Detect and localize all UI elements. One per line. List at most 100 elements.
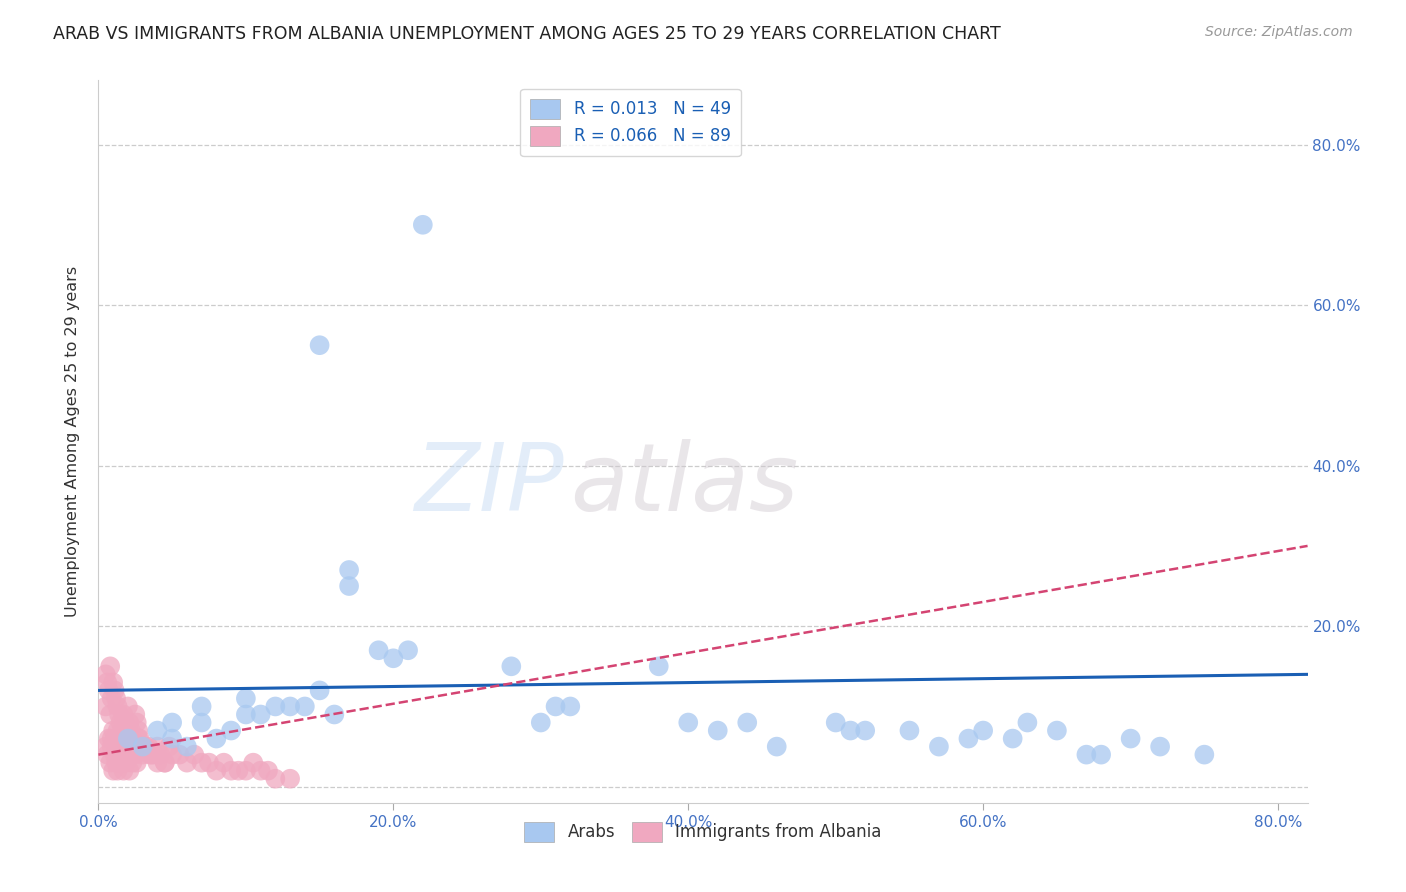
- Point: [127, 723, 149, 738]
- Point: [560, 699, 582, 714]
- Point: [139, 747, 162, 762]
- Point: [94, 699, 117, 714]
- Point: [117, 731, 139, 746]
- Point: [110, 715, 132, 730]
- Point: [160, 731, 183, 746]
- Point: [107, 723, 129, 738]
- Point: [839, 723, 862, 738]
- Point: [1090, 747, 1112, 762]
- Point: [94, 739, 117, 754]
- Point: [114, 715, 136, 730]
- Point: [190, 699, 212, 714]
- Point: [183, 747, 205, 762]
- Text: ARAB VS IMMIGRANTS FROM ALBANIA UNEMPLOYMENT AMONG AGES 25 TO 29 YEARS CORRELATI: ARAB VS IMMIGRANTS FROM ALBANIA UNEMPLOY…: [53, 25, 1001, 43]
- Point: [235, 691, 257, 706]
- Point: [117, 739, 139, 754]
- Point: [117, 731, 139, 746]
- Point: [308, 338, 330, 352]
- Point: [97, 731, 120, 746]
- Point: [101, 675, 124, 690]
- Text: ZIP: ZIP: [415, 440, 564, 531]
- Point: [98, 659, 121, 673]
- Point: [110, 739, 132, 754]
- Point: [105, 756, 128, 770]
- Point: [228, 764, 250, 778]
- Point: [1149, 739, 1171, 754]
- Point: [101, 764, 124, 778]
- Text: atlas: atlas: [569, 440, 799, 531]
- Point: [135, 739, 157, 754]
- Point: [1017, 715, 1039, 730]
- Point: [131, 739, 153, 754]
- Point: [1046, 723, 1069, 738]
- Point: [124, 707, 146, 722]
- Point: [235, 707, 257, 722]
- Point: [853, 723, 876, 738]
- Point: [118, 764, 141, 778]
- Point: [735, 715, 758, 730]
- Point: [1119, 731, 1142, 746]
- Point: [235, 764, 257, 778]
- Point: [124, 747, 146, 762]
- Point: [127, 731, 149, 746]
- Point: [278, 772, 301, 786]
- Point: [122, 739, 145, 754]
- Point: [98, 756, 121, 770]
- Point: [153, 756, 176, 770]
- Point: [337, 563, 360, 577]
- Point: [242, 756, 264, 770]
- Point: [107, 699, 129, 714]
- Point: [104, 683, 127, 698]
- Point: [257, 764, 280, 778]
- Point: [501, 659, 523, 673]
- Point: [530, 715, 553, 730]
- Point: [96, 747, 118, 762]
- Point: [898, 723, 921, 738]
- Point: [108, 747, 131, 762]
- Point: [1194, 747, 1216, 762]
- Point: [928, 739, 950, 754]
- Point: [146, 756, 169, 770]
- Point: [412, 218, 434, 232]
- Point: [765, 739, 787, 754]
- Point: [323, 707, 346, 722]
- Point: [544, 699, 567, 714]
- Point: [112, 707, 135, 722]
- Point: [117, 699, 139, 714]
- Point: [212, 756, 235, 770]
- Point: [249, 764, 271, 778]
- Point: [1076, 747, 1098, 762]
- Point: [94, 667, 117, 681]
- Point: [96, 675, 118, 690]
- Point: [176, 739, 198, 754]
- Point: [111, 723, 134, 738]
- Point: [157, 739, 180, 754]
- Point: [114, 747, 136, 762]
- Point: [824, 715, 846, 730]
- Point: [100, 691, 122, 706]
- Point: [120, 747, 142, 762]
- Point: [382, 651, 405, 665]
- Point: [146, 739, 169, 754]
- Point: [115, 723, 138, 738]
- Point: [111, 747, 134, 762]
- Point: [114, 747, 136, 762]
- Point: [101, 723, 124, 738]
- Point: [141, 747, 163, 762]
- Point: [115, 756, 138, 770]
- Point: [118, 715, 141, 730]
- Point: [108, 707, 131, 722]
- Point: [128, 731, 150, 746]
- Point: [120, 723, 142, 738]
- Legend: Arabs, Immigrants from Albania: Arabs, Immigrants from Albania: [517, 815, 889, 848]
- Point: [107, 764, 129, 778]
- Point: [112, 756, 135, 770]
- Point: [97, 683, 120, 698]
- Point: [105, 691, 128, 706]
- Point: [278, 699, 301, 714]
- Point: [146, 723, 169, 738]
- Point: [337, 579, 360, 593]
- Point: [176, 756, 198, 770]
- Point: [249, 707, 271, 722]
- Point: [100, 731, 122, 746]
